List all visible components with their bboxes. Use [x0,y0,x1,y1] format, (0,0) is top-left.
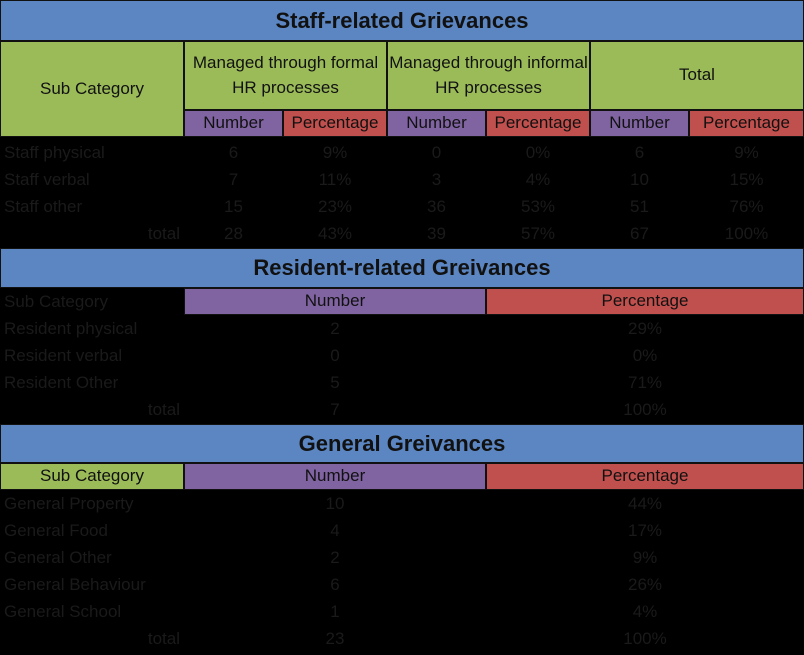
table-cell: 11% [318,169,352,189]
table-cell: 4 [330,520,340,540]
table-cell: 76% [729,196,764,216]
table-cell: 0 [330,345,340,365]
table-cell: 2 [330,547,340,567]
table-cell: 5 [330,372,340,392]
table-cell: 9% [632,547,658,567]
table-cell: 0% [632,345,658,365]
table-cell: 36 [427,196,446,216]
table-cell: 28 [224,223,243,243]
table-cell: 2 [330,318,340,338]
staff-total-percentage-header: Percentage [689,110,804,137]
table-cell: 15 [224,196,243,216]
resident-number-header: Number [184,288,486,315]
table-cell: 4% [525,169,551,189]
staff-subcategory-header: Sub Category [0,41,184,137]
table-cell: 10 [325,493,345,513]
table-cell: 1 [330,601,340,621]
staff-informal-percentage-header: Percentage [486,110,590,137]
table-cell: 9% [734,142,759,162]
row-label: Resident Other [4,372,119,392]
staff-total-number-header: Number [590,110,689,137]
table-cell: 100% [623,399,667,419]
table-cell: 43% [317,223,353,243]
table-cell: 29% [627,318,663,338]
staff-table-title: Staff-related Grievances [0,0,804,41]
table-cell: 17% [627,520,663,540]
table-cell: 39 [427,223,446,243]
table-cell: 71% [627,372,663,392]
staff-informal-number-header: Number [387,110,486,137]
table-cell: 23 [325,628,345,648]
table-cell: 9% [322,142,348,162]
row-label: Staff verbal [4,169,90,189]
general-number-header: Number [184,463,486,490]
staff-formal-number-header: Number [184,110,283,137]
row-label: Resident verbal [4,345,123,365]
table-cell: 0 [431,142,442,162]
table-cell: 6 [228,142,239,162]
table-cell: 6 [330,574,340,594]
table-cell: 51 [630,196,649,216]
row-label: total [147,223,180,243]
row-label: Resident physical [4,318,138,338]
table-cell: 44% [627,493,663,513]
table-cell: 67 [630,223,649,243]
table-cell: 23% [317,196,353,216]
table-cell: 15% [729,169,764,189]
table-cell: 4% [632,601,658,621]
row-label: General Other [4,547,112,567]
general-subcategory-header: Sub Category [0,463,184,490]
table-cell: 53% [520,196,556,216]
table-cell: 100% [724,223,769,243]
row-label: General Food [4,520,108,540]
row-label: total [147,628,180,648]
staff-formal-percentage-header: Percentage [283,110,387,137]
table-cell: 3 [431,169,442,189]
table-cell: 100% [623,628,667,648]
table-cell: 0% [525,142,551,162]
table-cell: 57% [520,223,556,243]
staff-informal-header: Managed through informal HR processes [387,41,590,110]
table-cell: 10 [630,169,649,189]
row-label: Staff physical [4,142,105,162]
staff-formal-header: Managed through formal HR processes [184,41,387,110]
table-cell: 26% [627,574,663,594]
row-label: Staff other [4,196,83,216]
staff-total-header: Total [590,41,804,110]
resident-table-title: Resident-related Greivances [0,248,804,288]
row-label: General School [4,601,122,621]
resident-subcategory-header: Sub Category [4,291,108,311]
table-cell: 7 [330,399,340,419]
resident-percentage-header: Percentage [486,288,804,315]
row-label: total [147,399,180,419]
row-label: General Behaviour [4,574,146,594]
general-table-title: General Greivances [0,424,804,463]
table-cell: 7 [228,169,239,189]
table-cell: 6 [634,142,645,162]
row-label: General Property [4,493,134,513]
general-percentage-header: Percentage [486,463,804,490]
